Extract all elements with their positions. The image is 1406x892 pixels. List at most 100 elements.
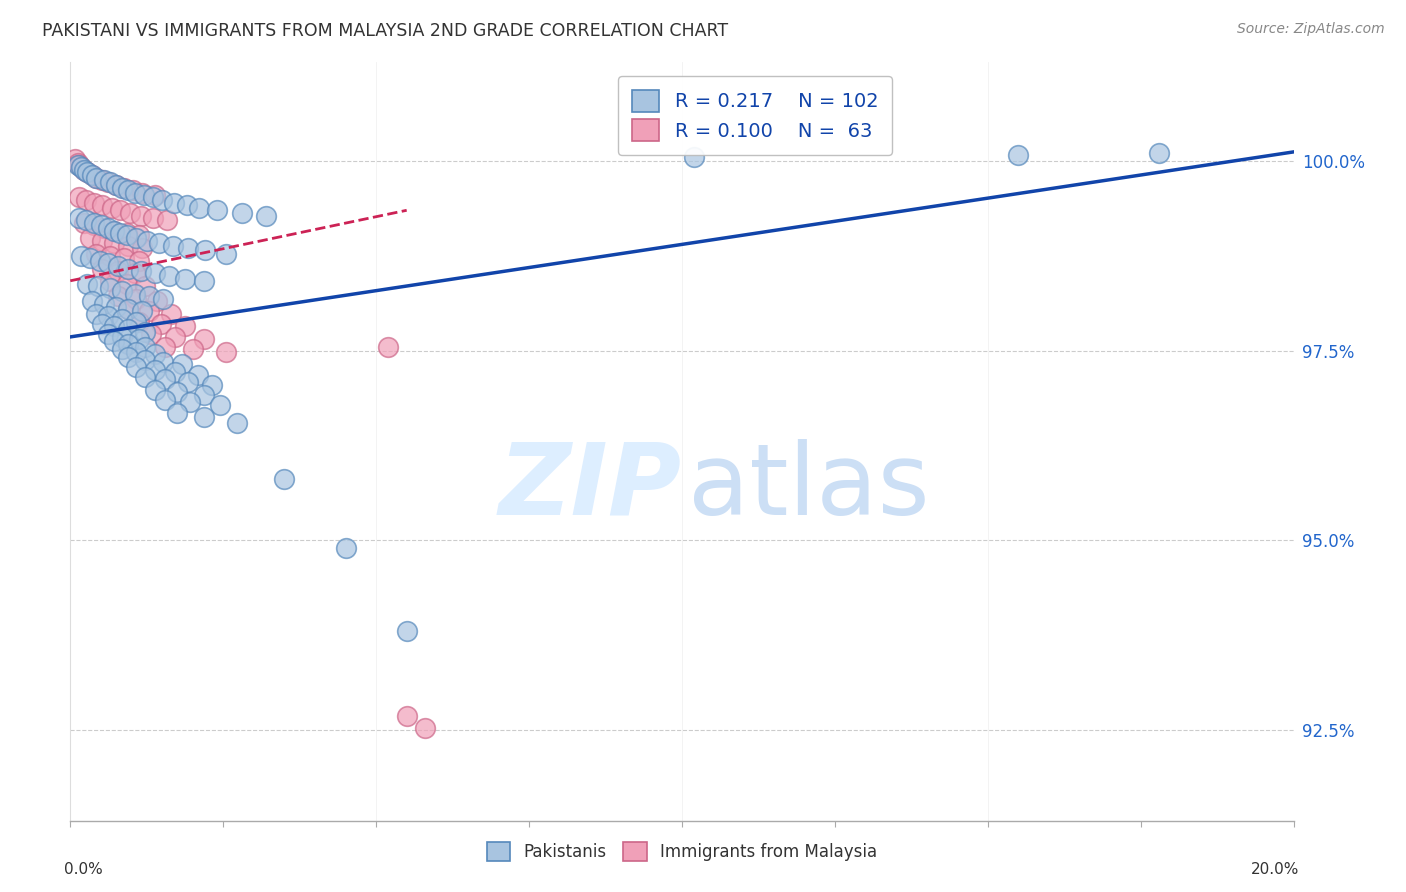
Point [69, 190, 91, 204]
Point [107, 289, 129, 303]
Point [124, 186, 146, 200]
Point [143, 347, 166, 361]
Point [231, 205, 253, 219]
Point [66, 155, 89, 169]
Point [115, 228, 138, 243]
Point [84, 307, 107, 321]
Text: PAKISTANI VS IMMIGRANTS FROM MALAYSIA 2ND GRADE CORRELATION CHART: PAKISTANI VS IMMIGRANTS FROM MALAYSIA 2N… [42, 22, 728, 40]
Point [138, 304, 160, 318]
Point [84, 170, 107, 185]
Point [160, 307, 183, 321]
Point [111, 285, 134, 299]
Point [117, 301, 139, 316]
Point [177, 376, 200, 390]
Point [187, 201, 209, 215]
Point [134, 325, 156, 339]
Point [120, 205, 142, 219]
Point [125, 315, 148, 329]
Point [131, 241, 153, 255]
Point [165, 330, 187, 344]
Point [63, 153, 86, 167]
Point [111, 180, 134, 194]
Point [139, 326, 162, 341]
Point [125, 292, 148, 306]
Point [103, 224, 125, 238]
Point [97, 256, 120, 270]
Point [170, 357, 193, 371]
Point [97, 326, 120, 341]
Point [193, 387, 215, 401]
Point [143, 362, 166, 376]
Point [134, 370, 156, 384]
Point [194, 244, 217, 258]
Point [90, 219, 112, 233]
Point [209, 398, 232, 412]
Point [66, 158, 89, 172]
Point [97, 220, 120, 235]
Point [103, 224, 125, 238]
Point [166, 385, 188, 400]
Point [176, 198, 198, 212]
Point [186, 368, 208, 382]
Legend: Pakistanis, Immigrants from Malaysia: Pakistanis, Immigrants from Malaysia [478, 833, 886, 869]
Point [129, 209, 152, 223]
Point [107, 259, 129, 273]
Point [225, 416, 247, 430]
Point [91, 261, 114, 276]
Point [157, 269, 180, 284]
Point [177, 241, 200, 255]
Point [98, 249, 121, 263]
Point [134, 352, 156, 367]
Point [80, 294, 103, 309]
Point [69, 211, 91, 225]
Point [103, 334, 125, 349]
Text: atlas: atlas [688, 439, 929, 535]
Point [179, 395, 201, 409]
Point [138, 289, 160, 303]
Point [153, 340, 176, 354]
Point [98, 175, 121, 189]
Point [143, 383, 166, 397]
Point [193, 274, 215, 288]
Point [153, 372, 176, 386]
Point [73, 163, 96, 178]
Point [70, 160, 93, 174]
Point [143, 266, 166, 280]
Point [143, 188, 166, 202]
Point [110, 226, 132, 240]
Point [75, 213, 97, 227]
Point [117, 239, 139, 253]
Y-axis label: 2nd Grade: 2nd Grade [0, 401, 7, 482]
Point [193, 332, 215, 346]
Point [89, 254, 111, 268]
Point [134, 340, 156, 354]
Text: 20.0%: 20.0% [1251, 863, 1299, 878]
Point [128, 228, 150, 243]
Point [148, 235, 170, 250]
Point [84, 170, 107, 185]
Point [97, 175, 120, 189]
Text: ZIP: ZIP [499, 439, 682, 535]
Point [93, 296, 115, 310]
Point [149, 317, 172, 331]
Point [79, 231, 101, 245]
Point [134, 279, 156, 293]
Point [111, 342, 134, 356]
Point [79, 251, 101, 265]
Point [101, 201, 124, 215]
Point [395, 709, 418, 723]
Point [93, 173, 115, 187]
Point [110, 203, 132, 218]
Point [83, 219, 105, 233]
Point [121, 183, 143, 197]
Point [124, 286, 146, 301]
Point [413, 721, 436, 735]
Text: Source: ZipAtlas.com: Source: ZipAtlas.com [1237, 22, 1385, 37]
Point [115, 277, 138, 291]
Point [683, 150, 706, 164]
Point [111, 311, 134, 326]
Point [83, 195, 105, 210]
Point [111, 330, 134, 344]
Point [163, 195, 186, 210]
Point [70, 249, 93, 263]
